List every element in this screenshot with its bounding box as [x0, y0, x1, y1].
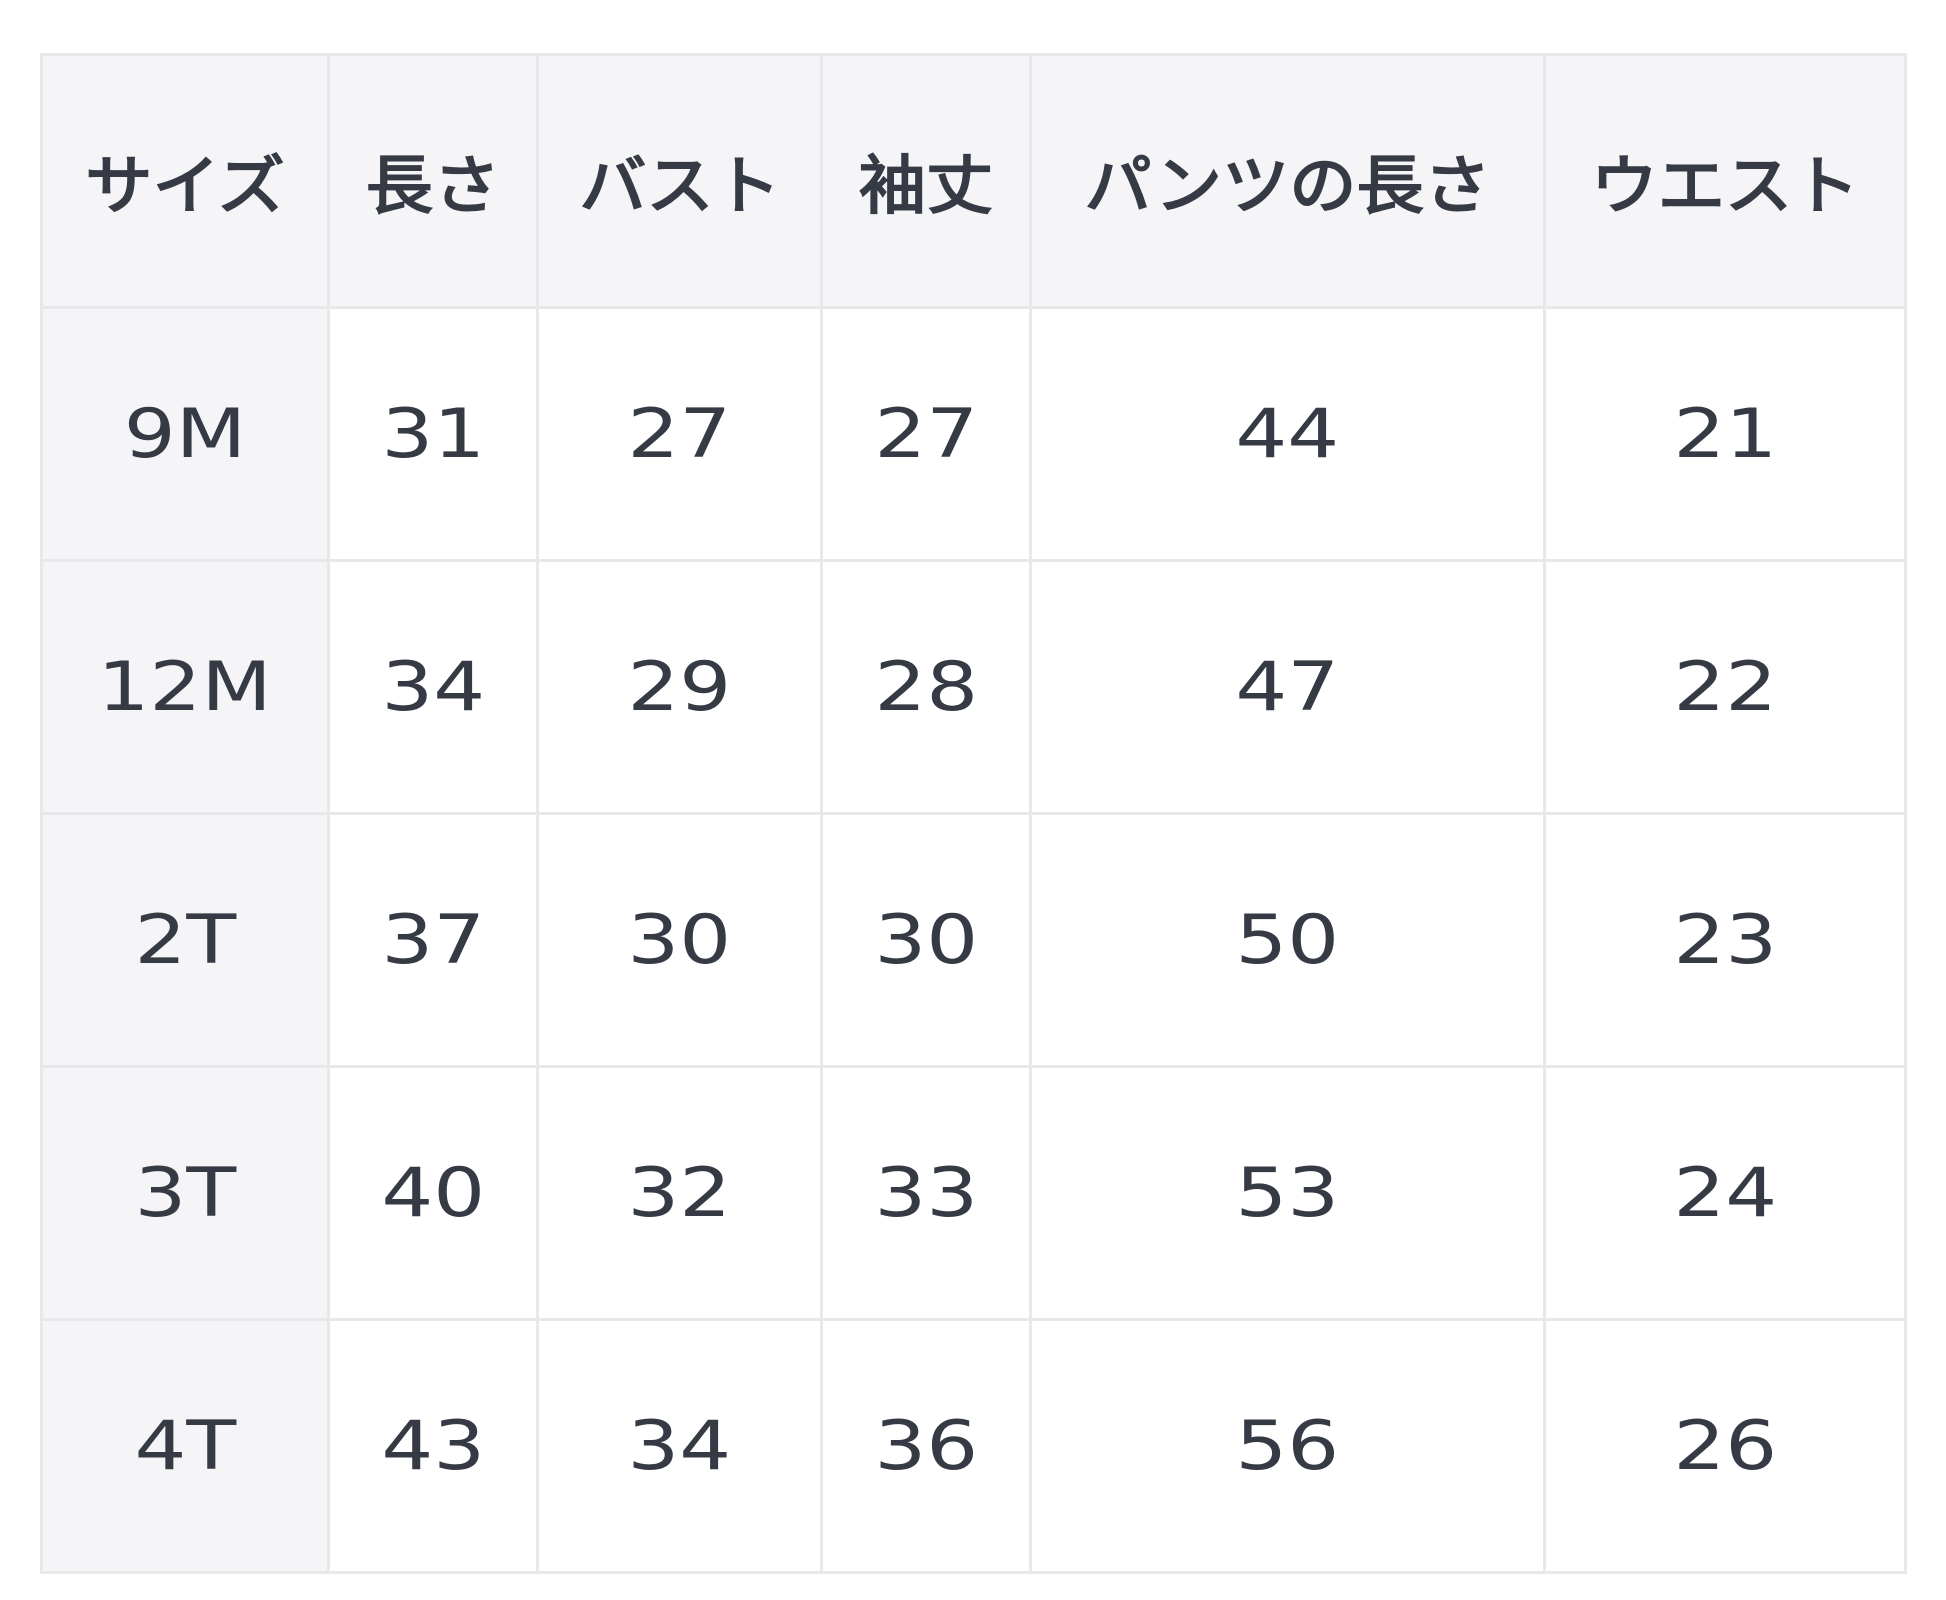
cell-waist: 26	[1543, 1318, 1907, 1574]
table-row: 9M 31 27 27 44 21	[40, 306, 1907, 562]
table-row: 2T 37 30 30 50 23	[40, 812, 1907, 1068]
cell-length: 43	[327, 1318, 539, 1574]
header-pants-length: パンツの長さ	[1029, 53, 1546, 309]
cell-waist: 24	[1543, 1065, 1907, 1321]
table-row: 4T 43 34 36 56 26	[40, 1318, 1907, 1574]
header-size: サイズ	[40, 53, 330, 309]
cell-sleeve: 28	[820, 559, 1032, 815]
cell-bust: 27	[536, 306, 823, 562]
size-chart-table: サイズ 長さ バスト 袖丈 パンツの長さ ウエスト 9M 31 27 27 44 21 12…	[40, 53, 1907, 1574]
header-waist: ウエスト	[1543, 53, 1907, 309]
cell-length: 31	[327, 306, 539, 562]
cell-sleeve: 30	[820, 812, 1032, 1068]
cell-length: 37	[327, 812, 539, 1068]
header-length: 長さ	[327, 53, 539, 309]
cell-waist: 22	[1543, 559, 1907, 815]
cell-bust: 32	[536, 1065, 823, 1321]
cell-bust: 30	[536, 812, 823, 1068]
cell-waist: 23	[1543, 812, 1907, 1068]
cell-pants-length: 53	[1029, 1065, 1546, 1321]
cell-pants-length: 44	[1029, 306, 1546, 562]
cell-length: 40	[327, 1065, 539, 1321]
header-row: サイズ 長さ バスト 袖丈 パンツの長さ ウエスト	[40, 53, 1907, 309]
cell-size: 12M	[40, 559, 330, 815]
cell-waist: 21	[1543, 306, 1907, 562]
cell-sleeve: 36	[820, 1318, 1032, 1574]
cell-size: 3T	[40, 1065, 330, 1321]
cell-bust: 34	[536, 1318, 823, 1574]
table-row: 12M 34 29 28 47 22	[40, 559, 1907, 815]
cell-size: 4T	[40, 1318, 330, 1574]
cell-bust: 29	[536, 559, 823, 815]
header-bust: バスト	[536, 53, 823, 309]
cell-pants-length: 56	[1029, 1318, 1546, 1574]
table-row: 3T 40 32 33 53 24	[40, 1065, 1907, 1321]
cell-sleeve: 33	[820, 1065, 1032, 1321]
cell-pants-length: 47	[1029, 559, 1546, 815]
cell-sleeve: 27	[820, 306, 1032, 562]
cell-size: 9M	[40, 306, 330, 562]
cell-length: 34	[327, 559, 539, 815]
cell-pants-length: 50	[1029, 812, 1546, 1068]
cell-size: 2T	[40, 812, 330, 1068]
header-sleeve: 袖丈	[820, 53, 1032, 309]
